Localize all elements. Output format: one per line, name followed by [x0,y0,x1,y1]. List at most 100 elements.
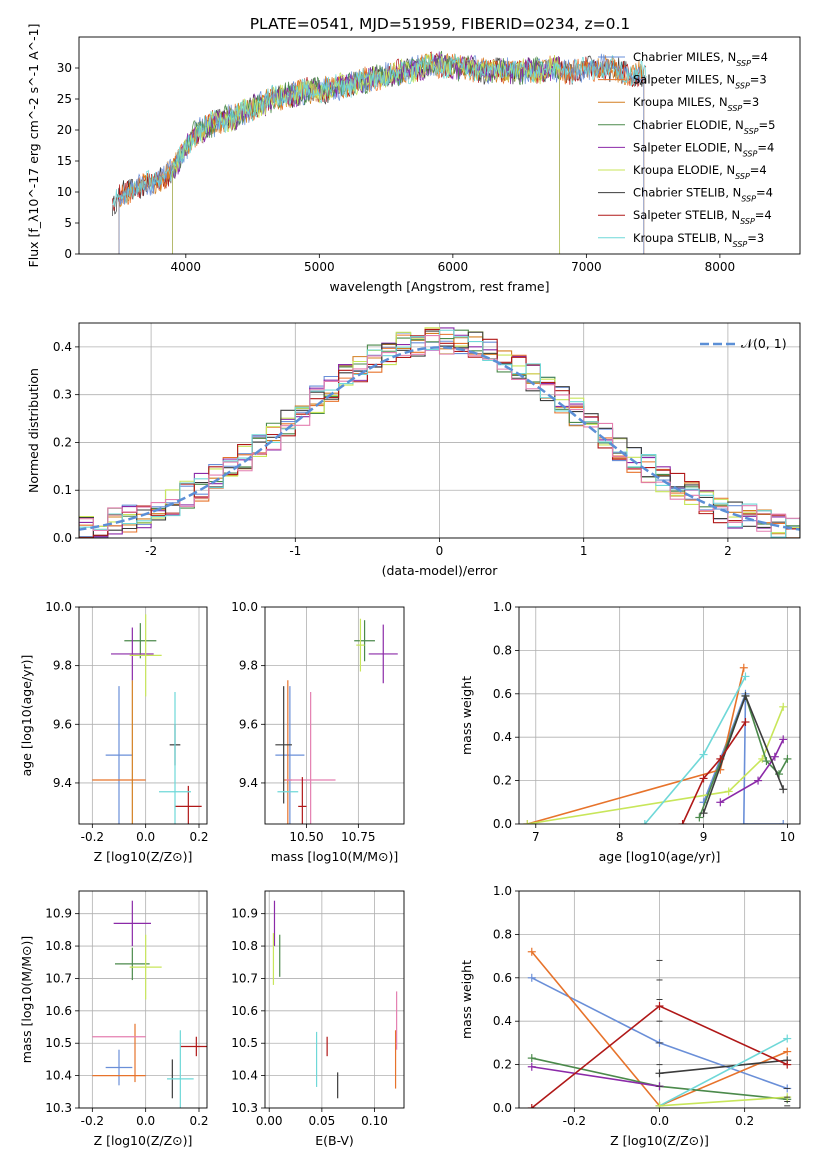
y-tick-label: 10.3 [45,1101,72,1115]
legend-label: Chabrier ELODIE, NSSP=5 [633,118,775,136]
y-tick-label: 10.3 [231,1101,258,1115]
spectrum-chabrier_miles [118,53,645,254]
y-axis-label: Flux [f_λ10^-17 erg cm^-2 s^-1 A^-1] [26,24,41,268]
axes-z_weight: -0.2 0.0 0.2 0.0 0.2 0.4 0.6 0.8 1.0 Z [log10(Z/Z… [459,884,801,1148]
axes-frame [518,890,801,1109]
x-tick-label: -0.2 [81,830,104,844]
legend-val: =5 [759,118,776,132]
axes-age_weight: 7 8 9 10 0.0 0.2 0.4 0.6 0.8 1.0 age [log10(age/yr… [459,600,801,864]
y-tick-label: 0.1 [53,483,72,497]
plot-area [519,607,800,824]
legend-sub: SSP [740,217,755,226]
legend-sub: SSP [735,81,750,90]
y-tick-label: 0.8 [493,643,512,657]
y-axis-label: age [log10(age/yr)] [19,655,34,777]
x-tick-label: 8 [616,830,624,844]
y-tick-label: 0.6 [493,971,512,985]
legend-label: Salpeter STELIB, NSSP=4 [633,208,772,226]
x-tick-label: 0.00 [256,1114,283,1128]
y-tick-label: 9.4 [53,776,72,790]
y-tick-label: 1.0 [493,600,512,614]
x-axis-label: age [log10(age/yr)] [599,849,721,864]
plot-area [265,607,404,824]
y-tick-label: 0 [64,247,72,261]
x-axis-label: Z [log10(Z/Z⊙)] [610,1133,709,1148]
x-tick-label: 7 [532,830,540,844]
legend-label: Kroupa MILES, NSSP=3 [633,95,759,113]
legend-label: Kroupa ELODIE, NSSP=4 [633,163,767,181]
y-tick-label: 20 [57,123,72,137]
y-axis-label: mass weight [459,676,474,755]
y-tick-label: 10.0 [231,600,258,614]
axes-residuals: -2 -1 0 1 2 0.0 0.1 0.2 0.3 0.4 (data-model)/error… [26,322,801,578]
y-axis-label: Normed distribution [26,368,41,493]
y-tick-label: 0.4 [53,340,72,354]
x-tick-label: 10 [780,830,795,844]
y-tick-label: 0.0 [53,531,72,545]
x-tick-label: -0.2 [563,1114,586,1128]
axes-ebv_mass: 0.00 0.05 0.10 10.3 10.4 10.5 10.6 10.7 10.8 10.9… [231,890,405,1148]
legend-val: =4 [755,208,772,222]
spectrum-kroupa_elodie [172,52,561,254]
axes-frame [78,890,208,1109]
x-tick-label: 0.05 [309,1114,336,1128]
x-tick-label: 10.50 [289,830,323,844]
plot-area [112,50,647,254]
x-tick-label: 6000 [438,260,469,274]
y-tick-label: 10.7 [231,971,258,985]
legend-val: =4 [756,186,773,200]
series-line [527,667,745,824]
y-tick-label: 10.6 [45,1004,72,1018]
x-tick-label: 0.2 [189,1114,208,1128]
x-tick-label: -2 [145,544,157,558]
legend-val: =3 [742,95,759,109]
x-tick-label: 8000 [705,260,736,274]
spectrum-kroupa_stelib [112,53,647,207]
x-axis-label: mass [log10(M/M⊙)] [271,849,399,864]
x-tick-label: 0.2 [189,830,208,844]
plot-area [519,891,800,1108]
axes-z_mass: -0.2 0.0 0.2 10.3 10.4 10.5 10.6 10.7 10.8 10.9 Z … [19,890,209,1148]
y-tick-label: 10 [57,185,72,199]
x-tick-label: 2 [724,544,732,558]
y-tick-label: 9.8 [239,659,258,673]
y-tick-label: 0.8 [493,927,512,941]
x-tick-label: 0.0 [136,1114,155,1128]
x-axis-label: E(B-V) [315,1133,354,1148]
series-line [659,1096,788,1107]
x-tick-label: 0 [436,544,444,558]
series-line [659,1037,788,1107]
y-tick-label: 10.4 [231,1069,258,1083]
y-axis-label: mass [log10(M/M⊙)] [19,936,34,1064]
x-tick-label: 10.75 [341,830,375,844]
axes-frame [518,606,801,825]
y-tick-label: 10.5 [231,1036,258,1050]
legend: Chabrier MILES, NSSP=4 Salpeter MILES, NS… [598,50,775,248]
legend-label: Salpeter MILES, NSSP=3 [633,73,767,91]
y-tick-label: 9.8 [53,659,72,673]
y-tick-label: 0.4 [493,730,512,744]
y-tick-label: 15 [57,154,72,168]
legend-label: Kroupa STELIB, NSSP=3 [633,231,764,249]
legend-label: Chabrier MILES, NSSP=4 [633,50,768,68]
figure-title: PLATE=0541, MJD=51959, FIBERID=0234, z=0… [250,15,631,33]
x-tick-label: 5000 [304,260,335,274]
series-line [531,1065,660,1088]
y-tick-label: 9.6 [53,717,72,731]
y-tick-label: 0.0 [493,1101,512,1115]
legend-val: =4 [757,140,774,154]
legend-sub: SSP [744,126,759,135]
series-line [659,1059,788,1075]
axes-frame [264,890,405,1109]
legend-val: =3 [750,73,767,87]
axes-spectrum: 4000 5000 6000 7000 8000 0 5 10 15 20 25 30 waveleng… [26,24,801,294]
x-tick-label: 0.10 [361,1114,388,1128]
y-tick-label: 0.4 [493,1014,512,1028]
y-axis-label: mass weight [459,960,474,1039]
y-tick-label: 10.0 [45,600,72,614]
plot-area [265,891,404,1108]
x-axis-label: Z [log10(Z/Z⊙)] [94,1133,193,1148]
y-tick-label: 10.7 [45,971,72,985]
x-tick-label: 0.2 [735,1114,754,1128]
